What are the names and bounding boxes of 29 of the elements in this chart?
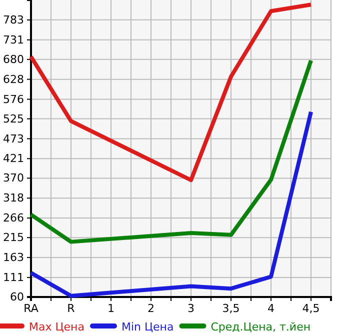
- y-tick-label: 215: [3, 231, 24, 244]
- y-tick-label: 731: [3, 33, 24, 46]
- y-tick-label: 421: [3, 152, 24, 166]
- y-tick-label: 266: [3, 212, 24, 225]
- y-tick-label: 628: [3, 72, 24, 86]
- y-tick-label: 680: [3, 52, 24, 66]
- x-tick-label: R: [67, 302, 76, 315]
- x-tick-label: 1: [108, 302, 114, 315]
- legend-label: Max Цена: [29, 320, 84, 334]
- y-tick-label: 783: [3, 13, 24, 26]
- x-tick-label: 4,5: [302, 302, 320, 315]
- y-tick-label: 111: [3, 270, 24, 284]
- y-tick-label: 576: [3, 92, 24, 106]
- legend-label: Min Цена: [121, 320, 174, 334]
- x-tick-label: 3: [188, 302, 194, 315]
- x-tick-label: 3,5: [222, 302, 240, 315]
- line-series: [29, 110, 313, 298]
- x-tick-label: 2: [148, 302, 154, 315]
- line-series: [29, 58, 313, 244]
- y-tick-label: 473: [3, 132, 24, 146]
- line-series: [29, 2, 313, 182]
- legend-label: Сред.Цена, т.йен: [210, 320, 311, 334]
- y-tick-label: 163: [3, 251, 24, 264]
- y-tick-label: 370: [3, 172, 24, 185]
- y-tick-label: 318: [3, 192, 24, 205]
- x-tick-label: 4: [268, 302, 274, 315]
- x-tick-label: RA: [24, 302, 39, 315]
- y-tick-label: 60: [10, 290, 24, 304]
- y-tick-label: 525: [3, 112, 24, 126]
